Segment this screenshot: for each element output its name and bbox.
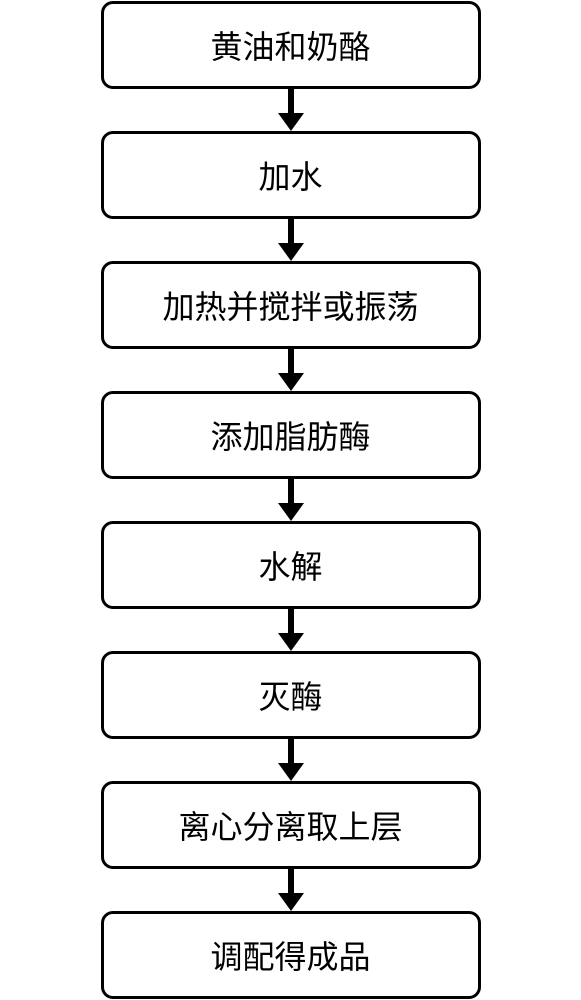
flowchart-step: 黄油和奶酪 [101, 1, 481, 89]
step-label: 离心分离取上层 [178, 802, 402, 848]
step-label: 调配得成品 [210, 932, 370, 978]
arrow-down-icon [278, 609, 304, 651]
flowchart-container: 黄油和奶酪 加水 加热并搅拌或振荡 添加脂肪酶 水解 灭酶 离心分离取上层 [101, 1, 481, 999]
arrow-down-icon [278, 89, 304, 131]
step-label: 加水 [258, 152, 322, 198]
flowchart-step: 加热并搅拌或振荡 [101, 261, 481, 349]
arrow-down-icon [278, 349, 304, 391]
arrow-down-icon [278, 869, 304, 911]
flowchart-step: 离心分离取上层 [101, 781, 481, 869]
flowchart-step: 水解 [101, 521, 481, 609]
flowchart-step: 灭酶 [101, 651, 481, 739]
flowchart-step: 加水 [101, 131, 481, 219]
step-label: 黄油和奶酪 [210, 22, 370, 68]
flowchart-step: 调配得成品 [101, 911, 481, 999]
step-label: 灭酶 [258, 672, 322, 718]
arrow-down-icon [278, 219, 304, 261]
step-label: 加热并搅拌或振荡 [162, 282, 418, 328]
arrow-down-icon [278, 479, 304, 521]
arrow-down-icon [278, 739, 304, 781]
step-label: 添加脂肪酶 [210, 412, 370, 458]
flowchart-step: 添加脂肪酶 [101, 391, 481, 479]
step-label: 水解 [258, 542, 322, 588]
